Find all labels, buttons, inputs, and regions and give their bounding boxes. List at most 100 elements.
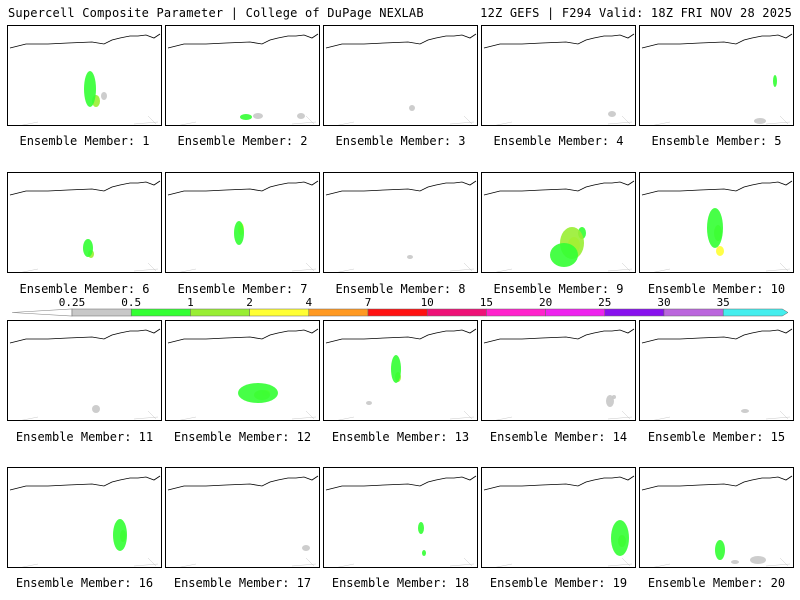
- map-panel-member-11: [7, 320, 162, 421]
- map-panel-member-18: [323, 467, 478, 568]
- colorbar-swatch: [308, 308, 369, 317]
- run-valid-time: 12Z GEFS | F294 Valid: 18Z FRI NOV 28 20…: [480, 6, 792, 20]
- us-basemap: [483, 328, 635, 420]
- member-caption: Ensemble Member: 3: [335, 134, 466, 148]
- map-panel-member-4: [481, 25, 636, 126]
- colorbar-swatch: [426, 308, 487, 317]
- colorbar-tick-label: 4: [305, 296, 313, 309]
- scp-contour-area: [407, 255, 413, 259]
- member-caption: Ensemble Member: 13: [331, 430, 470, 444]
- scp-contour-area: [391, 355, 401, 383]
- colorbar-swatch: [722, 308, 789, 317]
- map-panel-member-8: [323, 172, 478, 273]
- member-caption: Ensemble Member: 4: [493, 134, 624, 148]
- member-caption: Ensemble Member: 20: [647, 576, 786, 590]
- map-panel-member-5: [639, 25, 794, 126]
- scp-contour-area: [253, 113, 263, 119]
- scp-contour-area: [302, 545, 310, 551]
- scp-contour-area: [409, 105, 415, 111]
- scp-contour-area: [773, 75, 777, 87]
- member-caption: Ensemble Member: 11: [15, 430, 154, 444]
- colorbar-tick-label: 2: [246, 296, 253, 309]
- us-basemap: [9, 328, 161, 420]
- us-basemap: [325, 328, 477, 420]
- scp-contour-area: [101, 92, 107, 100]
- scp-contour-area: [422, 550, 426, 556]
- map-panel-member-20: [639, 467, 794, 568]
- scp-contour-area: [731, 560, 739, 564]
- color-scale-legend: [11, 308, 789, 317]
- scp-contour-area: [741, 409, 749, 413]
- us-basemap: [9, 475, 161, 567]
- us-basemap: [325, 180, 477, 272]
- scp-contour-area: [715, 540, 725, 560]
- member-caption: Ensemble Member: 7: [177, 282, 308, 296]
- us-basemap: [641, 328, 793, 420]
- map-panel-member-2: [165, 25, 320, 126]
- scp-contour-area: [418, 522, 424, 534]
- map-panel-member-17: [165, 467, 320, 568]
- member-caption: Ensemble Member: 10: [647, 282, 786, 296]
- colorbar-tick-label: 10: [420, 296, 434, 309]
- us-basemap: [483, 180, 635, 272]
- map-panel-member-13: [323, 320, 478, 421]
- scp-contour-area: [234, 221, 244, 245]
- member-caption: Ensemble Member: 6: [19, 282, 150, 296]
- map-panel-member-16: [7, 467, 162, 568]
- colorbar-swatch: [663, 308, 724, 317]
- scp-contour-area: [707, 208, 723, 248]
- map-panel-member-6: [7, 172, 162, 273]
- map-panel-member-10: [639, 172, 794, 273]
- colorbar-tick-label: 20: [538, 296, 553, 309]
- us-basemap: [325, 475, 477, 567]
- scp-contour-area: [750, 556, 766, 564]
- member-caption: Ensemble Member: 14: [489, 430, 628, 444]
- member-caption: Ensemble Member: 2: [177, 134, 308, 148]
- scp-contour-area: [297, 113, 305, 119]
- colorbar-tick-label: 25: [598, 296, 612, 309]
- map-panel-member-3: [323, 25, 478, 126]
- map-panel-member-1: [7, 25, 162, 126]
- colorbar-tick-label: 1: [187, 296, 194, 309]
- scp-contour-area: [113, 519, 127, 551]
- us-basemap: [167, 475, 319, 567]
- us-basemap: [641, 475, 793, 567]
- member-caption: Ensemble Member: 9: [493, 282, 624, 296]
- map-panel-member-14: [481, 320, 636, 421]
- member-caption: Ensemble Member: 8: [335, 282, 466, 296]
- colorbar-swatch: [545, 308, 606, 317]
- us-basemap: [167, 33, 319, 125]
- us-basemap: [641, 180, 793, 272]
- scp-contour-area: [83, 239, 93, 257]
- us-basemap: [641, 33, 793, 125]
- member-caption: Ensemble Member: 15: [647, 430, 786, 444]
- member-caption: Ensemble Member: 12: [173, 430, 312, 444]
- member-caption: Ensemble Member: 5: [651, 134, 782, 148]
- colorbar-tick-label: 35: [716, 296, 730, 309]
- colorbar-tick-label: 15: [479, 296, 494, 309]
- us-basemap: [325, 33, 477, 125]
- scp-contour-area: [611, 520, 629, 556]
- colorbar-swatch: [604, 308, 665, 317]
- member-caption: Ensemble Member: 18: [331, 576, 470, 590]
- member-caption: Ensemble Member: 17: [173, 576, 312, 590]
- us-basemap: [167, 328, 319, 420]
- map-panel-member-19: [481, 467, 636, 568]
- colorbar-swatch: [71, 308, 132, 317]
- scp-contour-area: [716, 246, 724, 256]
- map-panel-member-7: [165, 172, 320, 273]
- us-basemap: [9, 180, 161, 272]
- us-basemap: [9, 33, 161, 125]
- member-caption: Ensemble Member: 16: [15, 576, 154, 590]
- colorbar-tick-label: 7: [364, 296, 372, 309]
- scp-contour-area: [550, 243, 578, 267]
- colorbar-swatch: [130, 308, 191, 317]
- us-basemap: [483, 33, 635, 125]
- colorbar-tick-label: 0.25: [58, 296, 86, 309]
- map-panel-member-12: [165, 320, 320, 421]
- colorbar-tick-label: 30: [657, 296, 671, 309]
- scp-contour-area: [608, 111, 616, 117]
- scp-contour-area: [84, 71, 96, 107]
- map-panel-member-9: [481, 172, 636, 273]
- map-panel-member-15: [639, 320, 794, 421]
